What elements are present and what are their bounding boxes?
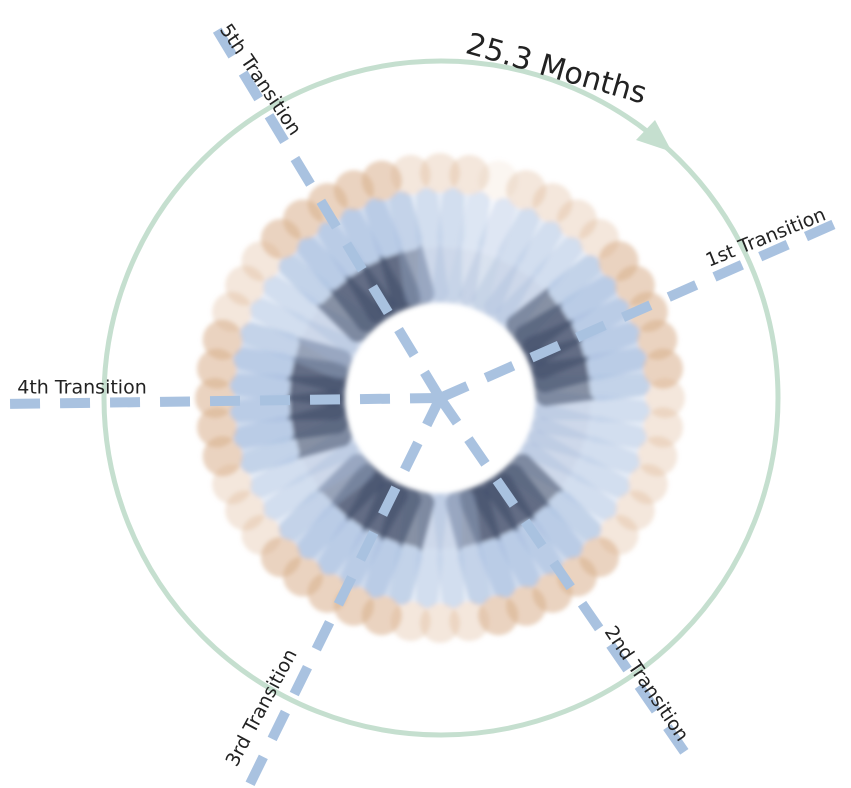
transition-label: 2nd Transition: [600, 622, 693, 745]
transition-line: [435, 395, 695, 763]
transition-label: 5th Transition: [215, 20, 306, 140]
child-figure: [532, 348, 684, 407]
transition-label: 4th Transition: [17, 377, 147, 399]
arrow-head: [636, 120, 672, 152]
figure-ring: [195, 153, 685, 643]
transition-line: [243, 395, 445, 788]
transition-line: [203, 12, 445, 401]
duration-label: 25.3 Months: [462, 27, 650, 112]
timeline-circle: [101, 58, 781, 738]
transition-line: [437, 213, 851, 403]
transition-line: [4, 393, 441, 409]
